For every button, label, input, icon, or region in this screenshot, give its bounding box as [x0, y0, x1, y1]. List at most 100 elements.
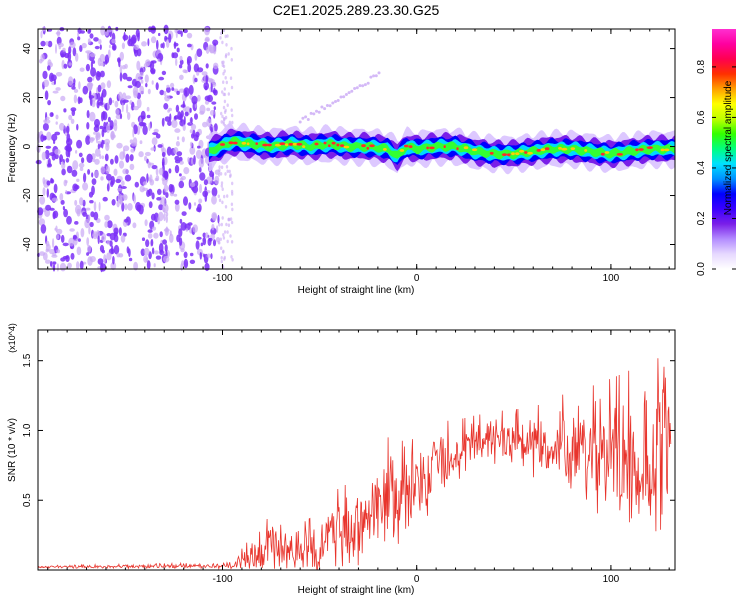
noise-blob — [211, 187, 218, 197]
snr-x-tick-label: -100 — [212, 574, 232, 585]
noise-blob — [157, 58, 160, 62]
snr-axes: -100 0 100 0.5 1.0 1.5 — [22, 329, 676, 585]
band-hotspot — [664, 148, 670, 152]
noise-blob — [42, 70, 48, 80]
noise-blob — [224, 76, 227, 80]
noise-blob — [100, 82, 106, 90]
noise-blob — [132, 86, 139, 96]
noise-blob — [68, 76, 74, 86]
noise-blob — [158, 204, 164, 211]
band-layer — [208, 136, 675, 160]
noise-blob — [144, 151, 151, 157]
noise-blob — [133, 124, 138, 135]
noise-blob — [136, 48, 142, 57]
noise-blob — [222, 249, 225, 254]
band-hotspot — [331, 141, 336, 145]
noise-blob — [183, 196, 188, 206]
noise-blob — [96, 132, 101, 138]
noise-blob — [128, 257, 133, 262]
noise-blob — [162, 42, 165, 49]
noise-blob — [139, 85, 145, 95]
noise-blob — [152, 132, 159, 136]
noise-blob — [161, 70, 167, 76]
noise-blob — [165, 212, 169, 217]
streak-blob — [309, 111, 313, 115]
noise-blob — [129, 154, 134, 162]
noise-blob — [60, 95, 66, 102]
noise-blob — [66, 165, 73, 174]
noise-blob — [97, 235, 100, 245]
noise-blob — [106, 123, 111, 134]
noise-blob — [68, 46, 72, 54]
noise-blob — [44, 90, 49, 100]
noise-blob — [176, 151, 183, 157]
noise-blob — [144, 74, 149, 83]
noise-blob — [186, 56, 192, 64]
noise-blob — [222, 80, 225, 84]
noise-blob — [119, 72, 123, 82]
noise-blob — [141, 237, 146, 241]
noise-blob — [88, 226, 91, 235]
noise-blob — [164, 244, 168, 252]
noise-blob — [58, 45, 61, 50]
noise-blob — [127, 38, 133, 47]
noise-blob — [67, 51, 72, 62]
noise-blob — [121, 102, 124, 113]
noise-blob — [222, 105, 226, 110]
band-hotspot — [584, 149, 588, 152]
noise-blob — [133, 194, 137, 204]
noise-blob — [145, 59, 151, 67]
noise-blob — [108, 97, 113, 106]
band-hotspot — [507, 153, 511, 157]
noise-blob — [229, 76, 233, 80]
noise-blob — [84, 218, 90, 229]
snr-trace — [37, 358, 672, 571]
noise-blob — [107, 116, 111, 123]
noise-blob — [156, 39, 159, 50]
noise-blob — [179, 74, 184, 81]
noise-blob — [176, 90, 180, 95]
noise-blob — [70, 252, 75, 260]
noise-blob — [126, 103, 129, 114]
noise-blob — [134, 44, 140, 51]
noise-blob — [223, 99, 227, 104]
noise-blob — [99, 125, 104, 130]
noise-blob — [39, 196, 46, 205]
streak-blob — [328, 104, 332, 108]
noise-blob — [168, 168, 172, 174]
noise-blob — [49, 112, 54, 118]
noise-blob — [160, 43, 163, 48]
noise-blob — [231, 181, 234, 186]
noise-blob — [142, 181, 147, 186]
noise-blob — [63, 208, 68, 218]
noise-blob — [103, 254, 107, 264]
noise-blob — [169, 113, 172, 122]
noise-blob — [195, 240, 200, 250]
noise-blob — [91, 185, 95, 196]
noise-blob — [55, 114, 59, 120]
noise-blob — [97, 143, 101, 150]
noise-blob — [61, 168, 66, 176]
noise-blob — [55, 87, 61, 91]
noise-blob — [82, 85, 89, 95]
noise-blob — [42, 123, 49, 131]
noise-blob — [189, 252, 194, 257]
streak-blob — [323, 107, 327, 111]
band-hotspot — [399, 149, 405, 152]
noise-blob — [226, 103, 229, 107]
streak-blob — [374, 74, 378, 78]
band-hotspot — [285, 143, 289, 147]
noise-blob — [82, 182, 89, 191]
noise-blob — [81, 42, 87, 49]
noise-blob — [54, 153, 59, 160]
streak-blob — [347, 91, 351, 95]
snr-y-tick-label: 1.5 — [22, 353, 33, 367]
noise-blob — [138, 122, 145, 127]
noise-blob — [106, 142, 109, 148]
noise-blob — [60, 234, 65, 243]
noise-blob — [157, 216, 161, 225]
noise-blob — [166, 84, 170, 88]
noise-blob — [79, 67, 85, 72]
noise-blob — [185, 228, 189, 232]
noise-blob — [229, 234, 232, 238]
